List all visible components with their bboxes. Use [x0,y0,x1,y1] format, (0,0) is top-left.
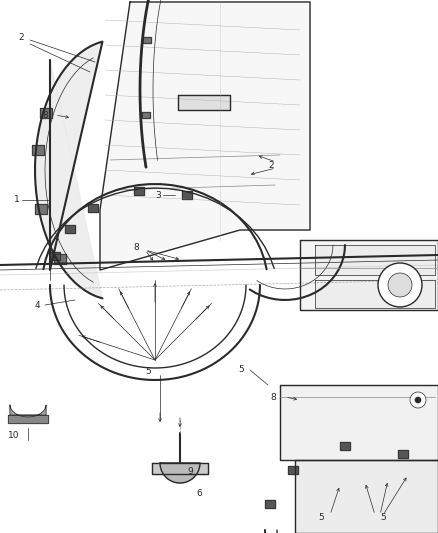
Polygon shape [8,415,48,423]
Polygon shape [300,240,438,310]
Polygon shape [54,254,66,264]
Circle shape [410,392,426,408]
Polygon shape [35,204,47,214]
Text: 4: 4 [35,301,41,310]
Polygon shape [88,204,98,212]
Polygon shape [32,146,44,155]
Text: 3: 3 [155,190,161,199]
Polygon shape [134,187,144,195]
Polygon shape [100,2,310,270]
Polygon shape [398,450,408,458]
Polygon shape [280,385,438,460]
Circle shape [415,397,421,403]
Text: 6: 6 [196,489,202,497]
Polygon shape [141,112,150,118]
Polygon shape [315,280,435,308]
Text: 5: 5 [145,367,151,376]
Polygon shape [178,95,230,110]
Text: 2: 2 [18,34,24,43]
Text: 8: 8 [42,110,48,119]
Polygon shape [35,42,102,298]
Text: 8: 8 [133,244,139,253]
Text: 5: 5 [318,513,324,522]
Polygon shape [265,500,275,508]
Text: 2: 2 [268,160,274,169]
Polygon shape [183,191,192,199]
Polygon shape [160,463,200,483]
Text: 1: 1 [14,196,20,205]
Polygon shape [315,245,435,275]
Text: 9: 9 [187,467,193,477]
Text: 10: 10 [8,431,20,440]
Polygon shape [39,108,52,118]
Circle shape [378,263,422,307]
Polygon shape [65,225,75,233]
Polygon shape [152,463,208,474]
Polygon shape [50,252,60,260]
Text: 8: 8 [270,392,276,401]
Polygon shape [288,466,298,474]
Text: 5: 5 [380,513,386,522]
Text: 5: 5 [238,366,244,375]
Polygon shape [144,37,152,43]
Circle shape [388,273,412,297]
Polygon shape [10,405,46,417]
Polygon shape [340,442,350,450]
Polygon shape [295,460,438,533]
